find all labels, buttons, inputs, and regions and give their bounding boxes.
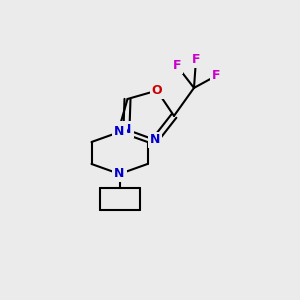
Text: N: N: [114, 125, 125, 139]
Text: N: N: [114, 167, 125, 181]
Text: O: O: [152, 84, 162, 97]
Text: N: N: [150, 134, 160, 146]
Text: N: N: [121, 123, 132, 136]
Text: F: F: [212, 69, 220, 82]
Text: F: F: [173, 59, 181, 72]
Text: F: F: [192, 53, 200, 66]
